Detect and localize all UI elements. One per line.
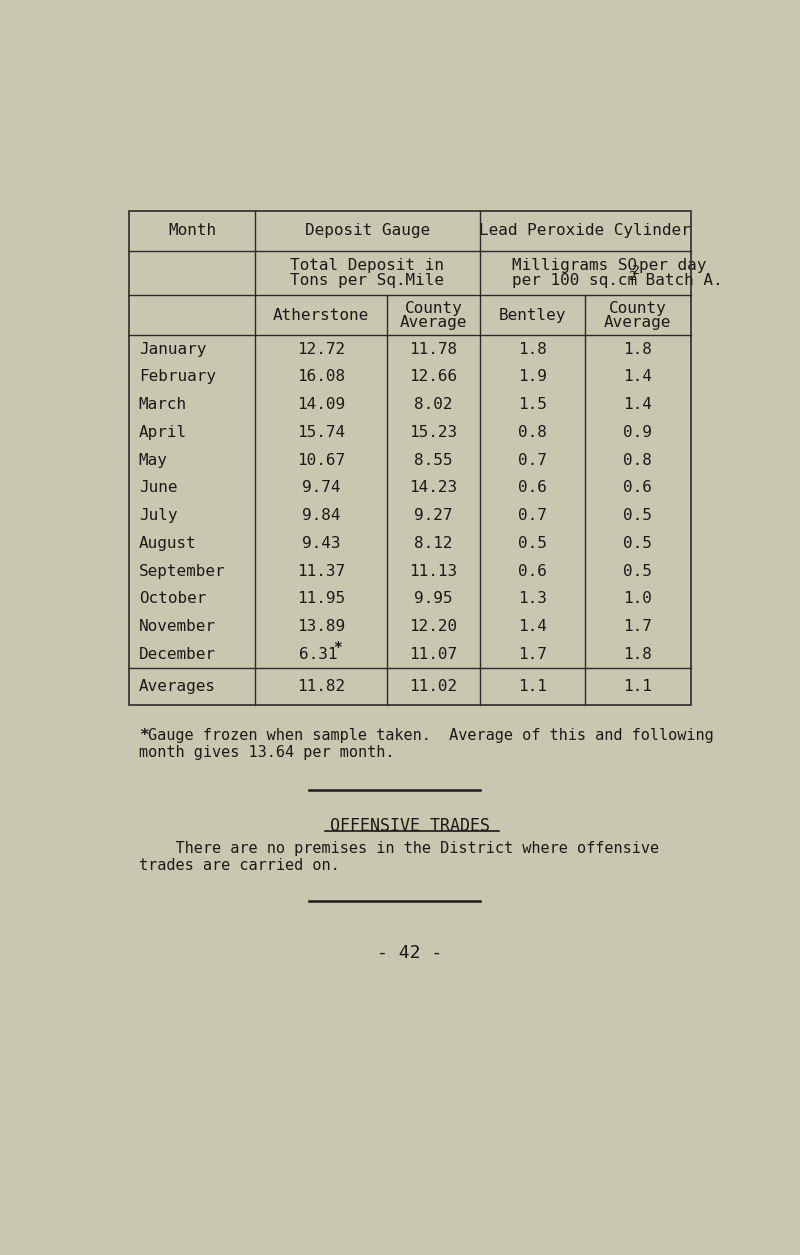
Text: Total Deposit in: Total Deposit in	[290, 257, 444, 272]
Text: 0.5: 0.5	[623, 563, 652, 579]
Text: February: February	[138, 369, 216, 384]
Text: 11.07: 11.07	[409, 646, 458, 661]
Text: trades are carried on.: trades are carried on.	[138, 858, 339, 873]
Text: 13.89: 13.89	[297, 619, 345, 634]
Text: 9.27: 9.27	[414, 508, 453, 523]
Text: Bentley: Bentley	[498, 307, 566, 323]
Text: 14.09: 14.09	[297, 397, 345, 412]
Text: County: County	[404, 301, 462, 316]
Text: 9.74: 9.74	[302, 481, 340, 496]
Text: 1.8: 1.8	[518, 341, 547, 356]
Text: 6.31: 6.31	[298, 646, 337, 661]
Text: 12.66: 12.66	[409, 369, 458, 384]
Text: 2: 2	[629, 270, 637, 282]
Text: 1.1: 1.1	[518, 679, 547, 694]
Text: September: September	[138, 563, 226, 579]
Text: 14.23: 14.23	[409, 481, 458, 496]
Text: 1.8: 1.8	[623, 341, 652, 356]
Text: 15.74: 15.74	[297, 425, 345, 441]
Text: April: April	[138, 425, 187, 441]
Text: 1.7: 1.7	[623, 619, 652, 634]
Text: 1.9: 1.9	[518, 369, 547, 384]
Text: January: January	[138, 341, 206, 356]
Text: 1.3: 1.3	[518, 591, 547, 606]
Bar	[130, 211, 690, 705]
Text: 0.9: 0.9	[623, 425, 652, 441]
Text: Atherstone: Atherstone	[273, 307, 369, 323]
Text: December: December	[138, 646, 216, 661]
Text: 12.20: 12.20	[409, 619, 458, 634]
Text: 1.4: 1.4	[623, 397, 652, 412]
Text: 0.6: 0.6	[518, 563, 547, 579]
Text: 11.02: 11.02	[409, 679, 458, 694]
Text: 0.5: 0.5	[518, 536, 547, 551]
Text: Batch A.: Batch A.	[636, 274, 723, 289]
Text: month gives 13.64 per month.: month gives 13.64 per month.	[138, 745, 394, 761]
Text: May: May	[138, 453, 168, 468]
Text: 1.5: 1.5	[518, 397, 547, 412]
Text: 0.8: 0.8	[518, 425, 547, 441]
Text: Month: Month	[168, 223, 216, 238]
Text: 11.82: 11.82	[297, 679, 345, 694]
Text: 11.78: 11.78	[409, 341, 458, 356]
Text: 11.37: 11.37	[297, 563, 345, 579]
Text: Lead Peroxide Cylinder: Lead Peroxide Cylinder	[479, 223, 691, 238]
Text: 1.4: 1.4	[623, 369, 652, 384]
Text: August: August	[138, 536, 197, 551]
Text: 1.8: 1.8	[623, 646, 652, 661]
Text: There are no premises in the District where offensive: There are no premises in the District wh…	[138, 841, 659, 856]
Text: Gauge frozen when sample taken.  Average of this and following: Gauge frozen when sample taken. Average …	[148, 728, 714, 743]
Text: 1.0: 1.0	[623, 591, 652, 606]
Text: Tons per Sq.Mile: Tons per Sq.Mile	[290, 274, 444, 289]
Text: 11.13: 11.13	[409, 563, 458, 579]
Text: per day: per day	[639, 257, 706, 272]
Text: 0.7: 0.7	[518, 508, 547, 523]
Text: 0.6: 0.6	[518, 481, 547, 496]
Text: 0.8: 0.8	[623, 453, 652, 468]
Text: March: March	[138, 397, 187, 412]
Text: June: June	[138, 481, 178, 496]
Text: 8.02: 8.02	[414, 397, 453, 412]
Text: *: *	[334, 640, 342, 655]
Text: July: July	[138, 508, 178, 523]
Text: 9.95: 9.95	[414, 591, 453, 606]
Text: 1.1: 1.1	[623, 679, 652, 694]
Text: 11.95: 11.95	[297, 591, 345, 606]
Text: 12.72: 12.72	[297, 341, 345, 356]
Text: 0.6: 0.6	[623, 481, 652, 496]
Text: Deposit Gauge: Deposit Gauge	[305, 223, 430, 238]
Text: OFFENSIVE TRADES: OFFENSIVE TRADES	[330, 817, 490, 835]
Text: Average: Average	[399, 315, 467, 330]
Text: 0.5: 0.5	[623, 508, 652, 523]
Text: *: *	[138, 728, 148, 743]
Text: 0.7: 0.7	[518, 453, 547, 468]
Text: Average: Average	[604, 315, 671, 330]
Text: 1.4: 1.4	[518, 619, 547, 634]
Text: Averages: Averages	[138, 679, 216, 694]
Text: 1.7: 1.7	[518, 646, 547, 661]
Text: October: October	[138, 591, 206, 606]
Text: 8.12: 8.12	[414, 536, 453, 551]
Text: 8.55: 8.55	[414, 453, 453, 468]
Text: 15.23: 15.23	[409, 425, 458, 441]
Text: 16.08: 16.08	[297, 369, 345, 384]
Text: County: County	[609, 301, 666, 316]
Text: 9.43: 9.43	[302, 536, 340, 551]
Text: per 100 sq.cm: per 100 sq.cm	[511, 274, 637, 289]
Text: - 42 -: - 42 -	[378, 944, 442, 961]
Text: November: November	[138, 619, 216, 634]
Text: 9.84: 9.84	[302, 508, 340, 523]
Text: Milligrams SO: Milligrams SO	[511, 257, 637, 272]
Text: 10.67: 10.67	[297, 453, 345, 468]
Text: 2: 2	[632, 265, 640, 277]
Text: 0.5: 0.5	[623, 536, 652, 551]
